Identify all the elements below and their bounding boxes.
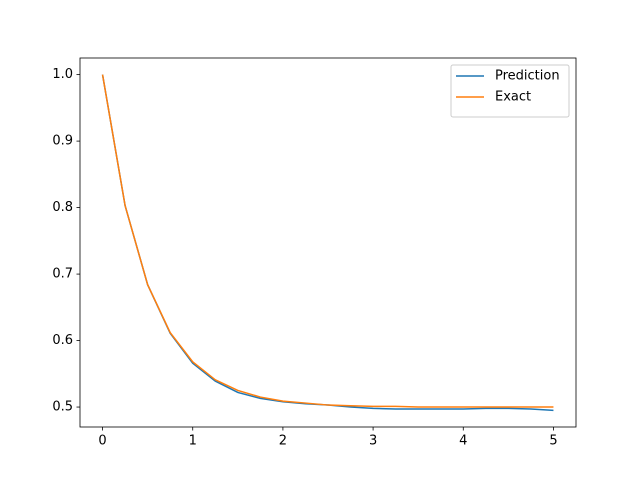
data-line	[101, 74, 554, 408]
x-tick-label: 4	[459, 434, 467, 449]
y-tick-label: 0.8	[52, 200, 73, 215]
y-tick-label: 0.6	[52, 333, 73, 348]
legend-box	[450, 64, 570, 118]
axes-frame	[79, 57, 577, 428]
legend-label: Exact	[495, 90, 531, 105]
y-tick-label: 0.7	[52, 267, 73, 282]
x-tick-label: 0	[98, 434, 106, 449]
y-tick-label: 0.5	[52, 400, 73, 415]
x-tick-label: 1	[189, 434, 197, 449]
y-tick-label: 0.9	[52, 134, 73, 149]
x-tick-label: 5	[549, 434, 557, 449]
legend-label: Prediction	[495, 69, 560, 84]
x-tick-label: 3	[369, 434, 377, 449]
x-tick-label: 2	[279, 434, 287, 449]
y-tick-label: 1.0	[52, 67, 73, 82]
